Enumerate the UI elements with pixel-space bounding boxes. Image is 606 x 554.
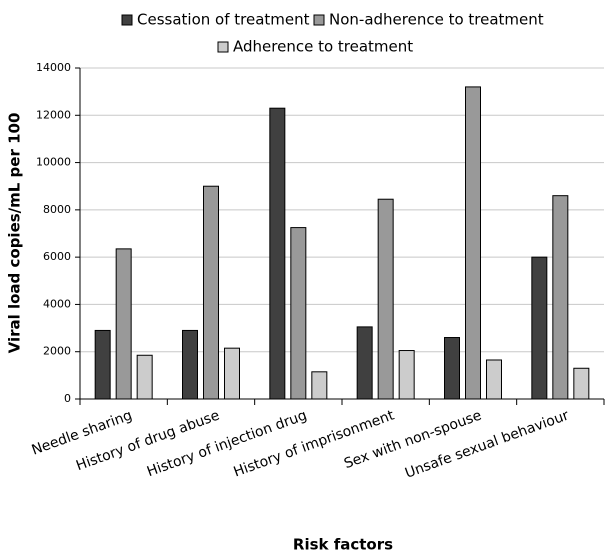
legend-swatch xyxy=(217,41,229,53)
bar xyxy=(94,329,111,400)
bar xyxy=(269,107,286,400)
y-tick-label: 0 xyxy=(64,392,71,405)
bar xyxy=(203,185,219,400)
bar xyxy=(290,227,307,400)
bar xyxy=(486,359,502,400)
y-tick-label: 6000 xyxy=(43,250,71,263)
x-tick-label: History of injection drug xyxy=(145,407,309,480)
y-tick-label: 14000 xyxy=(36,61,71,74)
y-tick-label: 10000 xyxy=(36,156,71,169)
bar xyxy=(136,354,153,400)
bar xyxy=(552,195,569,400)
legend-label: Adherence to treatment xyxy=(233,38,413,56)
bar xyxy=(182,329,198,400)
legend-swatch xyxy=(313,14,325,26)
bar xyxy=(224,347,240,400)
legend-label: Cessation of treatment xyxy=(137,11,310,29)
x-tick-label: Unsafe sexual behaviour xyxy=(403,407,571,481)
bar xyxy=(398,350,415,400)
y-tick-label: 8000 xyxy=(43,203,71,216)
bar xyxy=(573,367,590,400)
x-axis-label: Risk factors xyxy=(293,536,393,554)
y-axis-label: Viral load copies/mL per 100 xyxy=(6,113,24,354)
bar xyxy=(465,86,481,400)
bar xyxy=(115,248,132,400)
y-tick-label: 2000 xyxy=(43,345,71,358)
x-tick-label: History of imprisonment xyxy=(232,407,397,480)
bar xyxy=(531,256,548,400)
legend-label: Non-adherence to treatment xyxy=(329,11,544,29)
y-tick-label: 4000 xyxy=(43,297,71,310)
bar xyxy=(356,326,373,400)
legend-swatch xyxy=(121,14,133,26)
bar xyxy=(377,198,394,400)
y-tick-label: 12000 xyxy=(36,108,71,121)
bar xyxy=(444,337,460,400)
bar xyxy=(311,371,328,400)
